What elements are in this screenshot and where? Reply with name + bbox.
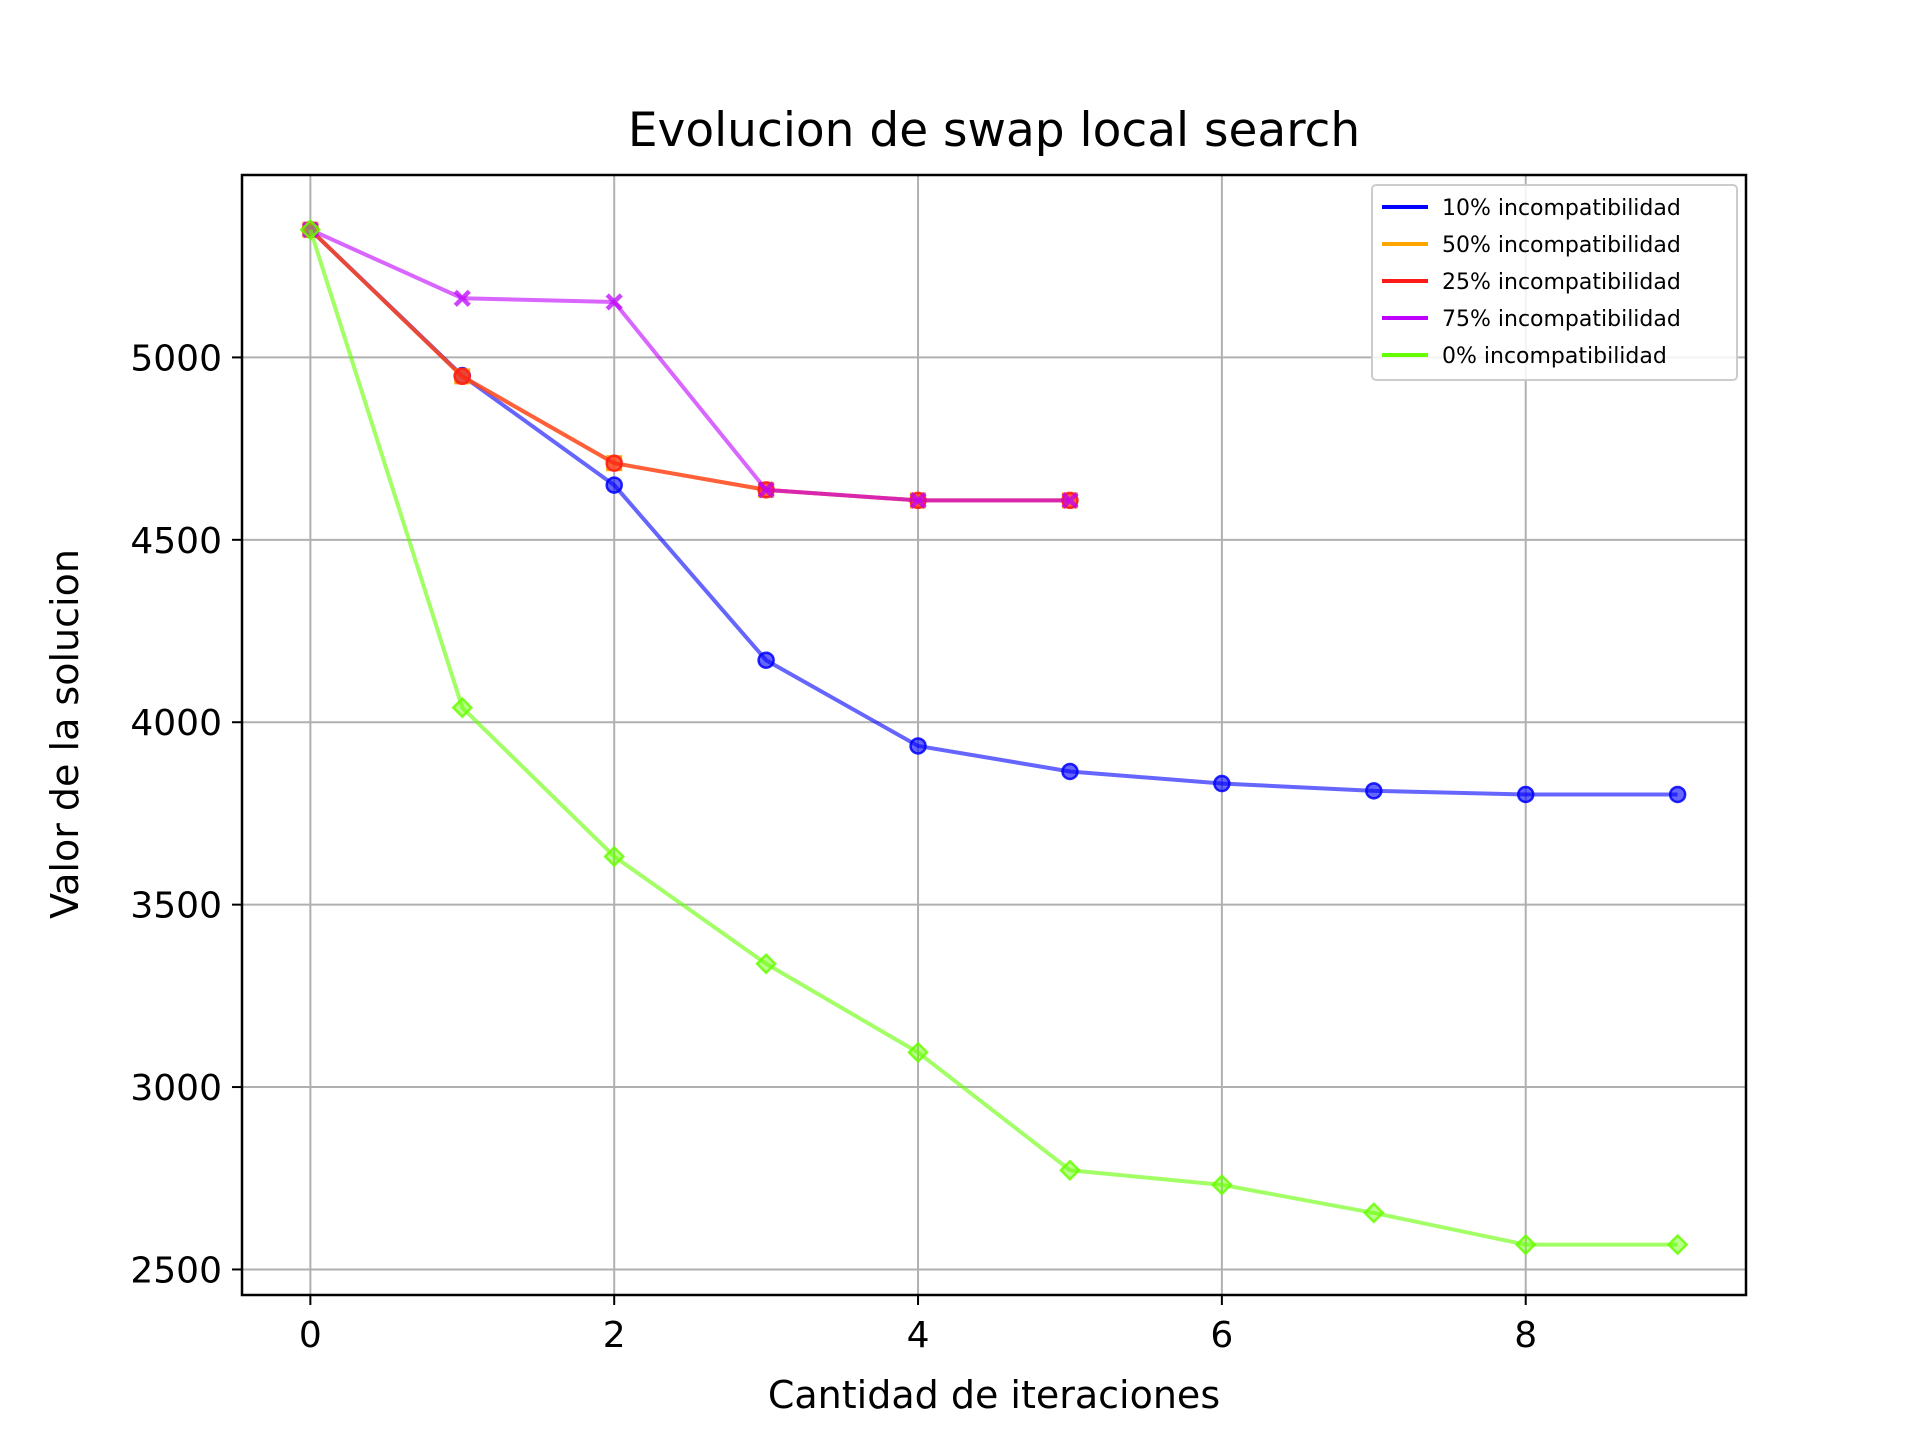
legend-item: 25% incompatibilidad [1382,270,1681,295]
y-tick-label: 4500 [130,521,222,562]
data-point [907,1041,929,1064]
series-4 [299,218,1689,1256]
x-tick-label: 2 [603,1315,626,1356]
legend-item: 0% incompatibilidad [1382,344,1667,369]
y-tick-label: 5000 [130,338,222,379]
series-group [299,218,1689,1256]
data-point [909,737,927,755]
x-tick-label: 4 [907,1315,930,1356]
data-point [757,651,775,669]
data-point [1061,762,1079,781]
series-line [309,227,1070,503]
x-tick-label: 6 [1210,1315,1233,1356]
data-point [603,845,625,868]
plot-frame [240,173,1748,1297]
data-point [1059,1159,1081,1181]
data-point [755,952,777,975]
data-point [909,491,927,510]
x-tick-label: 8 [1514,1315,1537,1356]
y-tick-label: 3500 [130,886,222,927]
series-1 [302,221,1078,509]
series-2 [301,220,1079,510]
legend-item: 10% incompatibilidad [1382,196,1681,221]
legend-label: 25% incompatibilidad [1442,270,1681,295]
data-point [757,481,775,499]
legend-label: 10% incompatibilidad [1442,196,1681,221]
data-point [453,289,471,307]
y-tick-label: 3000 [130,1068,222,1109]
data-point [299,218,322,241]
data-point [453,367,472,386]
data-point [605,454,623,472]
legend-label: 50% incompatibilidad [1442,233,1681,258]
data-point [1211,1174,1233,1196]
grid [242,175,1746,1295]
legend-item: 50% incompatibilidad [1382,233,1681,258]
series-line [308,228,1070,503]
data-point [451,696,474,719]
data-point [1666,1233,1689,1256]
x-axis-label: Cantidad de iteraciones [768,1373,1220,1417]
series-line [308,228,1678,797]
chart-title: Evolucion de swap local search [628,103,1360,158]
data-point [1213,774,1231,793]
data-point [1668,785,1687,804]
legend-box [1371,184,1738,381]
y-axis-label: Valor de la solucion [43,549,87,919]
data-point [1516,785,1535,804]
x-tick-label: 0 [299,1315,322,1356]
data-point [605,476,623,494]
legend: 10% incompatibilidad 50% incompatibilidad… [1371,184,1738,381]
axis-ticks: 0 2 4 6 8 2500 3000 3500 4000 4500 5000 [130,338,1537,1356]
data-point [605,293,623,311]
y-tick-label: 4000 [130,703,222,744]
legend-item: 75% incompatibilidad [1382,307,1681,332]
data-point [1363,1202,1385,1224]
series-line [308,229,1678,1247]
y-tick-label: 2500 [130,1250,222,1291]
data-point [1061,491,1079,510]
series-line [308,228,1070,503]
data-point [1365,782,1383,800]
legend-label: 75% incompatibilidad [1442,307,1681,332]
data-point [1514,1233,1537,1256]
series-3 [301,221,1079,510]
legend-label: 0% incompatibilidad [1442,344,1667,369]
